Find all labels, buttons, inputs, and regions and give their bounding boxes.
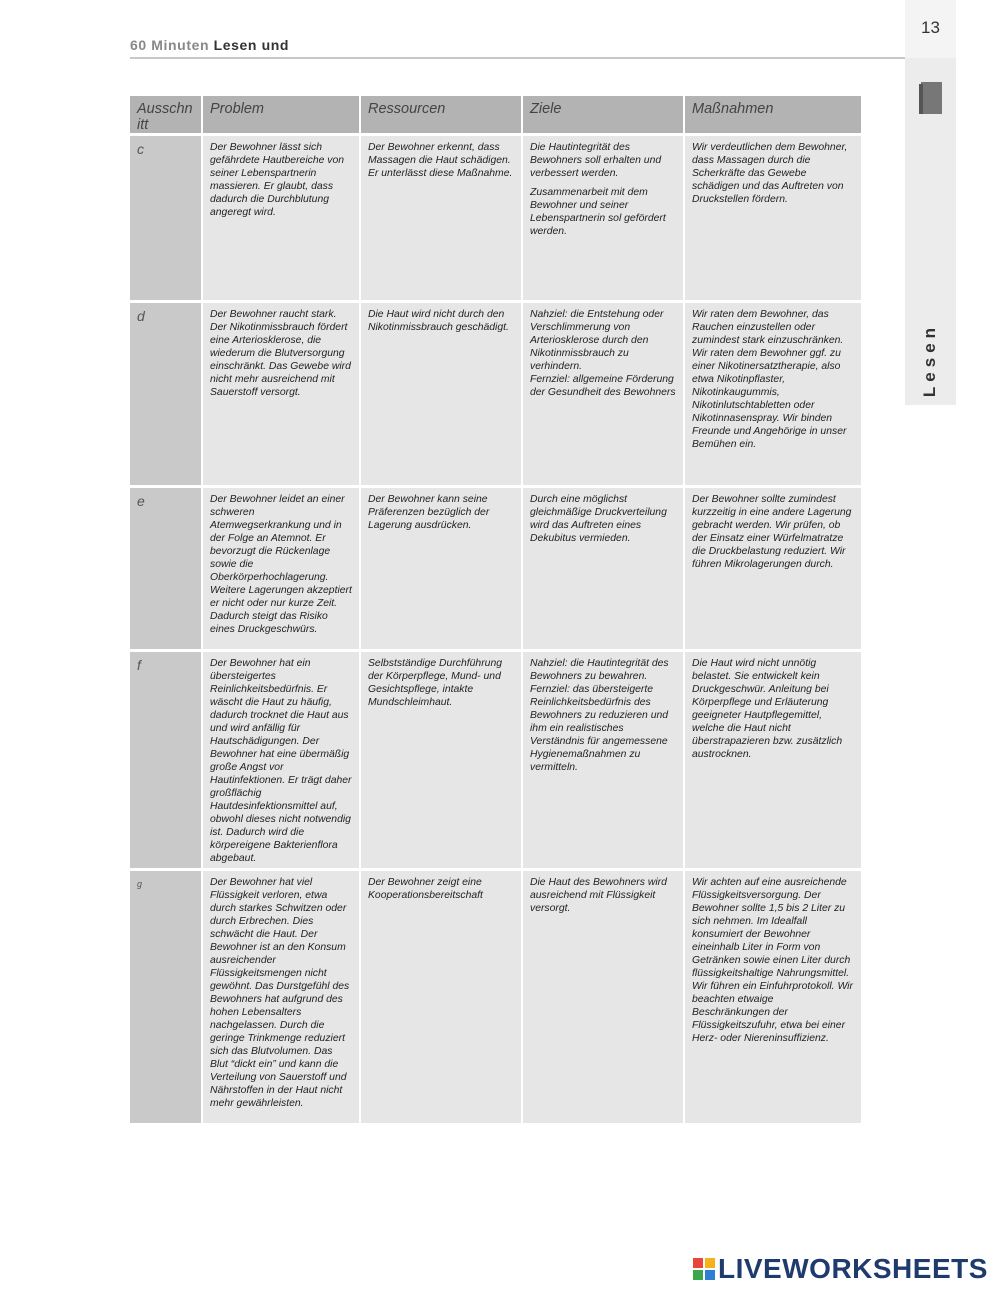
column-header: Maßnahmen xyxy=(685,96,861,133)
table-cell: Nahziel: die Entstehung oder Verschlimme… xyxy=(523,303,683,485)
column-header: Problem xyxy=(203,96,359,133)
series: 60 Minuten xyxy=(130,37,210,53)
side-tab-top xyxy=(905,0,956,58)
table-cell: Der Bewohner erkennt, dass Massagen die … xyxy=(361,136,521,300)
column-header: Ausschnitt xyxy=(130,96,201,133)
running-header: 60 Minuten Lesen und xyxy=(130,37,289,53)
page-number: 13 xyxy=(921,18,940,37)
row-label: g xyxy=(130,871,201,1123)
column-header: Ziele xyxy=(523,96,683,133)
table-cell: Die Haut wird nicht unnötig belastet. Si… xyxy=(685,652,861,868)
side-tab xyxy=(905,0,956,405)
table-cell: Die Hautintegrität des Bewohners soll er… xyxy=(523,136,683,300)
table-cell: Nahziel: die Hautintegrität des Bewohner… xyxy=(523,652,683,868)
table-cell: Wir raten dem Bewohner, das Rauchen einz… xyxy=(685,303,861,485)
logo: LIVEWORKSHEETS xyxy=(693,1253,988,1285)
paragraph: Zusammenarbeit mit dem Bewohner und sein… xyxy=(530,187,666,237)
side-label: Lesen xyxy=(920,322,939,398)
row-label: f xyxy=(130,652,201,868)
table-cell: Wir achten auf eine ausreichende Flüssig… xyxy=(685,871,861,1123)
title: Lesen und xyxy=(213,37,290,53)
table-cell: Der Bewohner hat viel Flüssigkeit verlor… xyxy=(203,871,359,1123)
table-cell: Der Bewohner sollte zumindest kurzzeitig… xyxy=(685,488,861,649)
row-label: e xyxy=(130,488,201,649)
table-cell: Selbstständige Durchführung der Körperpf… xyxy=(361,652,521,868)
table-cell: Der Bewohner kann seine Präferenzen bezü… xyxy=(361,488,521,649)
book-icon xyxy=(919,82,942,114)
table-cell: Die Haut des Bewohners wird ausreichend … xyxy=(523,871,683,1123)
logo-mark xyxy=(693,1258,715,1280)
table-cell: Durch eine möglichst gleichmäßige Druckv… xyxy=(523,488,683,649)
row-label: c xyxy=(130,136,201,300)
table-cell: Wir verdeutlichen dem Bewohner, dass Mas… xyxy=(685,136,861,300)
table-cell: Der Bewohner leidet an einer schweren At… xyxy=(203,488,359,649)
table-cell: Der Bewohner zeigt eine Kooperationsbere… xyxy=(361,871,521,1123)
table-cell: Der Bewohner raucht stark. Der Nikotinmi… xyxy=(203,303,359,485)
column-header: Ressourcen xyxy=(361,96,521,133)
table-cell: Der Bewohner hat ein übersteigertes Rein… xyxy=(203,652,359,868)
table-cell: Die Haut wird nicht durch den Nikotinmis… xyxy=(361,303,521,485)
row-label: d xyxy=(130,303,201,485)
table-cell: Der Bewohner lässt sich gefährdete Hautb… xyxy=(203,136,359,300)
header-rule xyxy=(130,57,905,59)
paragraph: Die Hautintegrität des Bewohners soll er… xyxy=(530,142,662,179)
logo-text: LIVEWORKSHEETS xyxy=(718,1253,988,1284)
